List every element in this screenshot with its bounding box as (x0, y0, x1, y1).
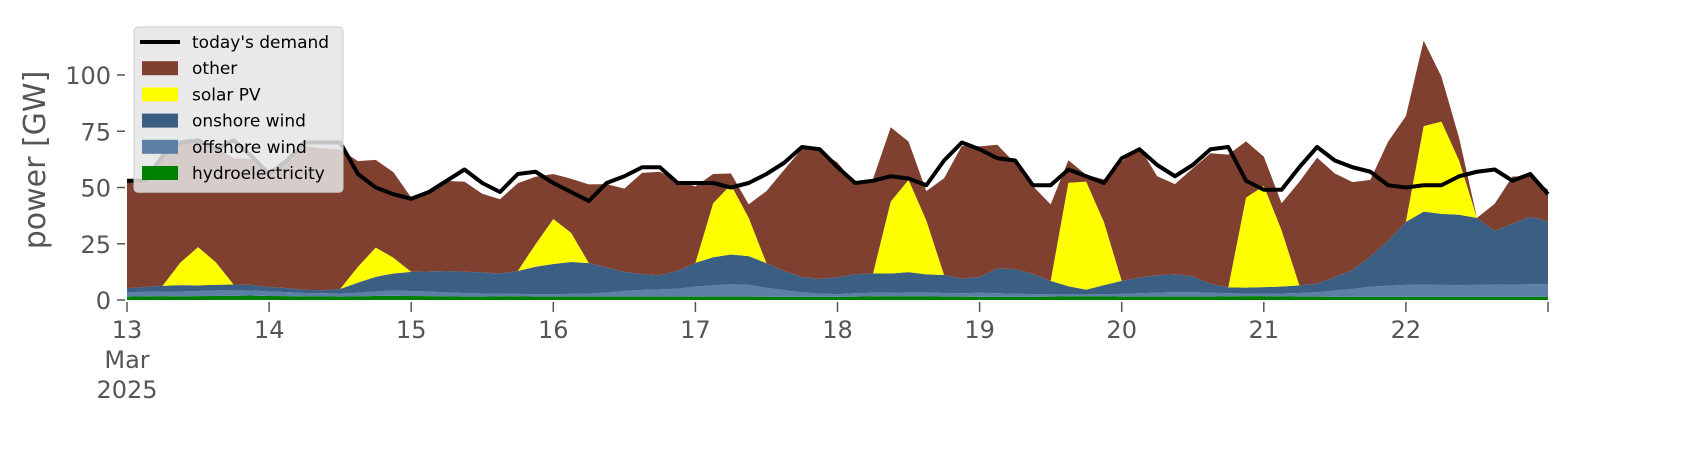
legend-swatch-solar-pv (142, 87, 178, 102)
x-tick-label: 20 (1106, 316, 1137, 344)
legend-swatch-hydroelectricity (142, 166, 178, 180)
y-tick-label: 25 (80, 231, 111, 259)
demand-line (127, 138, 1550, 203)
legend-swatch-offshore-wind (142, 139, 178, 154)
x-tick-label: 18 (822, 316, 853, 344)
y-tick-label: 100 (65, 62, 111, 90)
legend-box (133, 26, 344, 193)
area-offshore-wind (127, 284, 1548, 297)
legend: today's demand other solar PV onshore wind o… (133, 26, 344, 193)
x-tick-label: 22 (1391, 316, 1422, 344)
y-tick-label: 50 (80, 175, 111, 203)
legend-label-onshore-wind: onshore wind (192, 112, 306, 132)
legend-label-today-s-demand: today's demand (192, 33, 329, 53)
legend-label-solar-pv: solar PV (192, 85, 261, 105)
axes: power [GW] 0 25 50 75 100 13 14 15 16 17 18 19 20 21 2… (18, 62, 1549, 404)
x-tick-label: 16 (538, 316, 569, 344)
x-tick-label: 21 (1249, 316, 1280, 344)
legend-label-offshore-wind: offshore wind (192, 138, 307, 158)
area-solar-pv (127, 121, 1548, 291)
legend-label-hydroelectricity: hydroelectricity (192, 164, 325, 184)
area-onshore-wind (127, 211, 1548, 295)
area-hydroelectricity (127, 295, 1548, 300)
x-tick-label: 17 (680, 316, 711, 344)
x-tick-label-extra: 2025 (96, 376, 157, 404)
legend-swatch-other (142, 61, 178, 76)
y-tick-label: 75 (80, 118, 111, 146)
legend-swatch-onshore-wind (142, 113, 178, 128)
x-tick-label: 15 (396, 316, 427, 344)
y-axis-label: power [GW] (18, 71, 53, 250)
demand-line-layer (127, 138, 1550, 203)
x-tick-label-extra: Mar (104, 346, 149, 374)
y-tick-label: 0 (96, 287, 111, 315)
legend-label-other: other (192, 59, 237, 79)
x-tick-label: 14 (254, 316, 285, 344)
x-tick-label: 19 (964, 316, 995, 344)
x-tick-label: 13 (112, 316, 143, 344)
